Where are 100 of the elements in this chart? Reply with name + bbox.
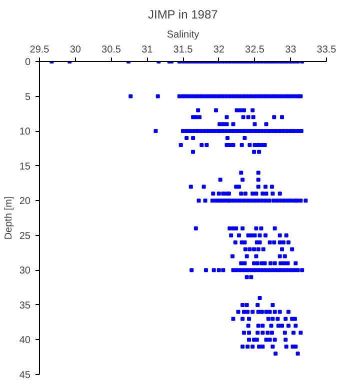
point <box>234 198 239 203</box>
x-tick-label: 33.5 <box>316 44 337 56</box>
point <box>238 108 242 112</box>
point <box>256 198 260 203</box>
point <box>211 192 216 196</box>
point <box>246 268 250 272</box>
point <box>282 261 286 266</box>
point <box>278 94 282 98</box>
point <box>224 94 228 98</box>
point <box>295 198 300 203</box>
point <box>281 129 286 134</box>
point <box>240 178 245 182</box>
point <box>200 142 204 147</box>
point <box>204 268 208 272</box>
point <box>264 129 268 134</box>
y-tick-label: 0 <box>24 57 31 68</box>
point <box>300 268 304 272</box>
point <box>284 338 288 342</box>
point <box>252 150 256 154</box>
point <box>270 268 275 272</box>
point <box>242 330 246 335</box>
point <box>216 268 221 272</box>
point <box>284 316 288 321</box>
point <box>246 94 250 98</box>
point <box>254 192 258 196</box>
point <box>221 268 226 272</box>
point <box>256 94 260 98</box>
point <box>288 268 293 272</box>
point <box>252 129 257 134</box>
point <box>260 129 264 134</box>
point <box>264 233 268 238</box>
point <box>220 94 224 98</box>
point <box>288 129 293 134</box>
point <box>202 129 207 134</box>
point <box>231 142 236 147</box>
point <box>278 129 282 134</box>
point <box>188 94 192 98</box>
point <box>234 108 239 112</box>
y-tick-label: 40 <box>19 335 31 346</box>
point <box>294 324 298 328</box>
point <box>291 330 296 335</box>
point <box>285 94 290 98</box>
point <box>276 316 280 321</box>
point <box>260 310 264 314</box>
point <box>270 129 275 134</box>
point <box>231 129 236 134</box>
point <box>271 198 276 203</box>
point <box>251 115 256 120</box>
point <box>184 94 189 98</box>
point <box>260 330 265 335</box>
point <box>224 129 228 134</box>
point <box>242 310 246 314</box>
point <box>294 261 298 266</box>
y-tick-label: 10 <box>19 126 31 138</box>
point <box>210 94 214 98</box>
point <box>239 261 244 266</box>
point <box>296 352 300 356</box>
point <box>250 192 255 196</box>
point <box>272 310 277 314</box>
point <box>270 94 275 98</box>
point <box>252 247 256 252</box>
point <box>238 198 242 203</box>
point <box>282 330 287 335</box>
point <box>242 108 246 112</box>
point <box>216 94 221 98</box>
point <box>239 192 244 196</box>
point <box>198 129 203 134</box>
point <box>231 94 236 98</box>
point <box>216 192 221 196</box>
point <box>280 115 284 120</box>
point <box>270 192 275 196</box>
point <box>246 198 250 203</box>
point <box>292 94 296 98</box>
point <box>264 310 268 314</box>
point <box>240 226 245 230</box>
point <box>231 198 236 203</box>
point <box>236 184 241 189</box>
point <box>196 108 200 112</box>
point <box>233 240 238 244</box>
point <box>264 184 268 189</box>
point <box>304 198 308 203</box>
point <box>280 324 284 328</box>
point <box>266 316 270 321</box>
x-tick-label: 30.5 <box>102 44 122 56</box>
point <box>181 129 185 134</box>
point <box>267 198 272 203</box>
point <box>234 94 239 98</box>
point <box>202 184 206 189</box>
point <box>274 198 279 203</box>
point <box>236 233 241 238</box>
point <box>272 226 277 230</box>
point <box>210 198 214 203</box>
y-tick-label: 30 <box>19 266 31 277</box>
point <box>264 192 268 196</box>
point <box>191 150 196 154</box>
point <box>299 129 304 134</box>
point <box>184 129 189 134</box>
point <box>284 233 288 238</box>
point <box>286 240 290 244</box>
point <box>256 129 260 134</box>
